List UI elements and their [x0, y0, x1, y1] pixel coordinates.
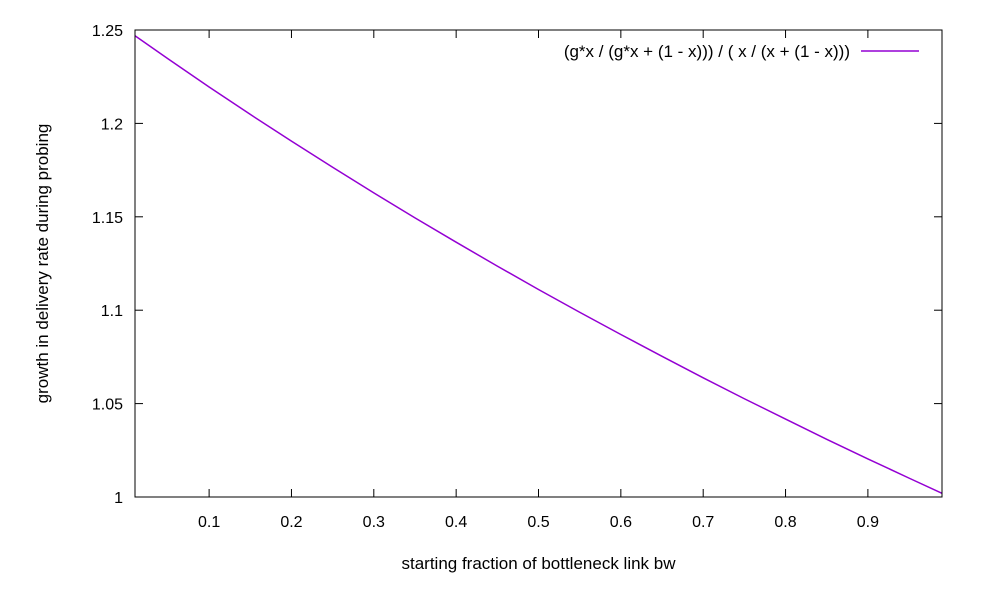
- y-tick-label: 1.2: [101, 116, 123, 133]
- y-tick-label: 1.15: [92, 210, 123, 227]
- x-tick-label: 0.9: [857, 514, 879, 531]
- ticks-layer: [135, 29, 942, 498]
- plot-frame: [134, 29, 943, 498]
- y-tick-label: 1.25: [92, 23, 123, 40]
- y-axis-label: growth in delivery rate during probing: [33, 124, 52, 404]
- x-tick-label: 0.4: [445, 514, 467, 531]
- legend: (g*x / (g*x + (1 - x))) / ( x / (x + (1 …: [564, 42, 919, 61]
- labels-layer: 0.1 0.2 0.3 0.4 0.5 0.6 0.7 0.8 0.9 1 1.05 1.1 1.15 1…: [92, 23, 879, 531]
- x-tick-label: 0.2: [280, 514, 302, 531]
- x-tick-label: 0.7: [692, 514, 714, 531]
- y-tick-label: 1.05: [92, 397, 123, 414]
- x-tick-label: 0.3: [363, 514, 385, 531]
- x-tick-label: 0.5: [527, 514, 549, 531]
- x-tick-label: 0.8: [774, 514, 796, 531]
- x-tick-label: 0.6: [610, 514, 632, 531]
- x-axis-label: starting fraction of bottleneck link bw: [401, 554, 676, 573]
- x-tick-label: 0.1: [198, 514, 220, 531]
- series-layer: [134, 35, 943, 494]
- series-line: [134, 35, 943, 494]
- y-tick-label: 1.1: [101, 303, 123, 320]
- y-tick-label: 1: [114, 490, 123, 507]
- legend-label: (g*x / (g*x + (1 - x))) / ( x / (x + (1 …: [564, 42, 850, 61]
